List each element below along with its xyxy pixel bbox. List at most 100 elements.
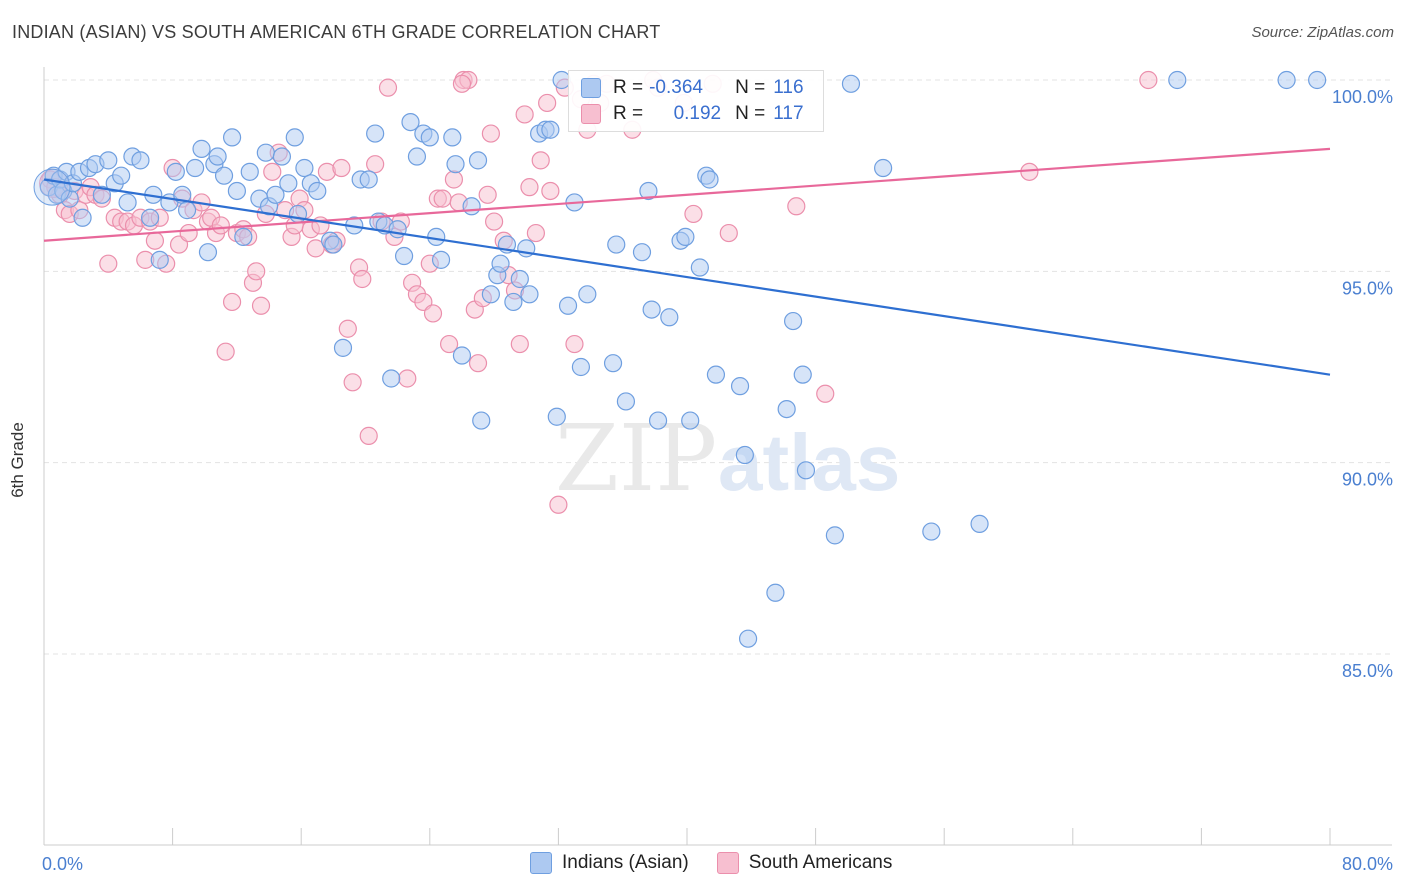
- south-american-point: [485, 212, 504, 231]
- indian-asian-point: [841, 74, 861, 93]
- indian-asian-point: [366, 124, 385, 143]
- indian-asian-point: [99, 151, 118, 170]
- r-label: R =: [613, 103, 644, 124]
- south-american-point: [247, 262, 266, 281]
- indian-asian-point: [285, 128, 304, 147]
- indian-asian-point: [681, 411, 700, 430]
- indian-asian-point: [558, 296, 578, 315]
- indian-asian-point: [112, 166, 131, 185]
- r-label: R =: [613, 77, 644, 98]
- chart-title: INDIAN (ASIAN) VS SOUTH AMERICAN 6TH GRA…: [12, 22, 661, 42]
- south-american-point: [433, 189, 452, 208]
- indian-asian-point: [520, 285, 539, 304]
- indian-asian-point: [730, 377, 750, 396]
- indian-asian-point: [783, 311, 803, 331]
- indian-asian-point: [427, 227, 446, 246]
- pink-swatch: [716, 852, 739, 874]
- indian-asian-point: [73, 208, 92, 227]
- indian-asian-point: [793, 365, 812, 384]
- indian-asian-point: [738, 629, 758, 648]
- south-american-point: [222, 292, 242, 312]
- indian-asian-point: [407, 147, 427, 166]
- south-american-point: [478, 185, 497, 204]
- indian-asian-point: [510, 269, 529, 289]
- indian-asian-point: [308, 181, 327, 201]
- south-american-point: [338, 319, 357, 338]
- x-tick-label: 0.0%: [42, 854, 83, 874]
- indian-asian-point: [632, 243, 652, 262]
- n-value: 116: [773, 77, 804, 98]
- indians-asian-points: [33, 70, 1327, 648]
- indian-asian-point: [690, 258, 709, 277]
- legend-item-south-americans: South Americans: [716, 852, 893, 874]
- south-american-point: [211, 216, 230, 235]
- legend-row-south-americans: R = 0.192 N = 117: [581, 103, 804, 125]
- indian-asian-point: [166, 162, 185, 181]
- indian-asian-point: [388, 220, 407, 239]
- indian-asian-point: [208, 147, 227, 166]
- indian-asian-point: [642, 300, 661, 319]
- y-tick-label: 90.0%: [1342, 470, 1393, 490]
- indian-asian-point: [256, 143, 275, 162]
- y-tick-label: 85.0%: [1342, 661, 1393, 681]
- indian-asian-point: [541, 120, 560, 139]
- south-american-point: [787, 197, 806, 216]
- indian-asian-point: [266, 185, 285, 204]
- south-american-point: [719, 223, 738, 243]
- south-american-point: [538, 93, 557, 113]
- legend-label: South Americans: [748, 852, 893, 873]
- indian-asian-point: [92, 185, 111, 204]
- indian-asian-point: [481, 285, 500, 304]
- indian-asian-point: [401, 112, 420, 132]
- south-american-point: [216, 342, 235, 361]
- indian-asian-point: [234, 227, 253, 246]
- indian-asian-point: [491, 254, 510, 273]
- indian-asian-point: [240, 162, 259, 181]
- south-american-point: [378, 78, 398, 97]
- south-american-point: [510, 334, 529, 354]
- indian-asian-trend-line: [43, 178, 1331, 376]
- r-value: -0.364: [649, 77, 703, 98]
- indian-asian-point: [607, 235, 626, 254]
- indian-asian-point: [295, 158, 314, 178]
- south-american-point: [263, 162, 282, 181]
- indian-asian-point: [825, 526, 844, 545]
- south-american-point: [526, 223, 545, 243]
- source-label: Source: ZipAtlas.com: [1251, 24, 1394, 41]
- indian-asian-point: [186, 158, 205, 178]
- south-american-point: [549, 495, 568, 514]
- south-american-point: [145, 231, 165, 250]
- south-american-point: [444, 170, 464, 189]
- indian-asian-point: [359, 170, 378, 189]
- south-american-point: [332, 158, 351, 178]
- trend-lines: [43, 147, 1331, 376]
- indian-asian-point: [177, 201, 197, 220]
- indian-asian-point: [922, 522, 941, 541]
- south-american-point: [439, 334, 459, 354]
- south-american-point: [353, 269, 372, 289]
- blue-swatch: [530, 852, 552, 874]
- indian-asian-point: [222, 128, 242, 147]
- indian-asian-point: [1168, 70, 1187, 90]
- indian-asian-point: [766, 583, 785, 602]
- indian-asian-point: [874, 158, 893, 178]
- indian-asian-point: [420, 128, 439, 147]
- indian-asian-point: [118, 193, 137, 212]
- y-axis-label: 6th Grade: [8, 422, 27, 498]
- indian-asian-point: [616, 392, 636, 411]
- indian-asian-point: [639, 181, 658, 201]
- blue-swatch: [581, 78, 601, 98]
- indian-asian-point: [706, 365, 726, 384]
- y-tick-label: 95.0%: [1342, 278, 1393, 298]
- indian-asian-point: [198, 243, 218, 262]
- indian-asian-point: [472, 411, 491, 430]
- south-american-point: [452, 74, 472, 93]
- indian-asian-point: [227, 181, 246, 201]
- indian-asian-point: [443, 128, 462, 147]
- south-american-point: [359, 426, 378, 445]
- indian-asian-point: [140, 208, 160, 227]
- indian-asian-point: [547, 407, 566, 426]
- indian-asian-point: [131, 151, 150, 170]
- indian-asian-point: [603, 354, 623, 373]
